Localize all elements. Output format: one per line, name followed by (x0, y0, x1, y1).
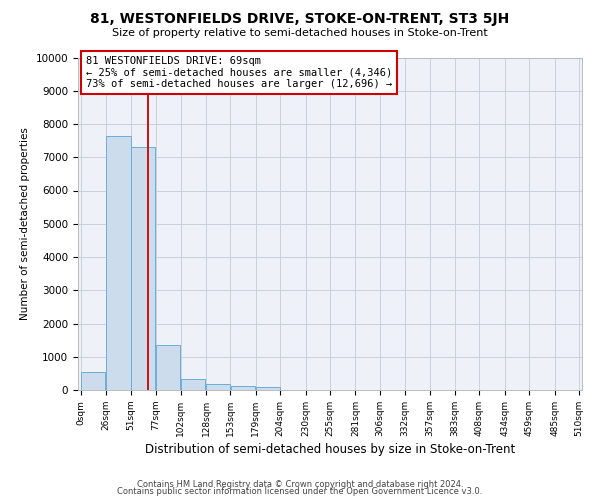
Text: 81, WESTONFIELDS DRIVE, STOKE-ON-TRENT, ST3 5JH: 81, WESTONFIELDS DRIVE, STOKE-ON-TRENT, … (91, 12, 509, 26)
Bar (230, 386, 254, 390)
Bar (131, 148, 155, 390)
Text: Contains public sector information licensed under the Open Government Licence v3: Contains public sector information licen… (118, 487, 482, 496)
Bar (106, 136, 131, 390)
Bar (156, 345, 181, 390)
Bar (81, 372, 105, 390)
Text: Contains HM Land Registry data © Crown copyright and database right 2024.: Contains HM Land Registry data © Crown c… (137, 480, 463, 489)
Bar (256, 386, 280, 390)
X-axis label: Distribution of semi-detached houses by size in Stoke-on-Trent: Distribution of semi-detached houses by … (145, 443, 515, 456)
Y-axis label: Number of semi-detached properties: Number of semi-detached properties (20, 128, 30, 320)
Bar (181, 378, 205, 390)
Text: 81 WESTONFIELDS DRIVE: 69sqm
← 25% of semi-detached houses are smaller (4,346)
7: 81 WESTONFIELDS DRIVE: 69sqm ← 25% of se… (86, 56, 392, 89)
Bar (206, 384, 230, 390)
Text: Size of property relative to semi-detached houses in Stoke-on-Trent: Size of property relative to semi-detach… (112, 28, 488, 38)
